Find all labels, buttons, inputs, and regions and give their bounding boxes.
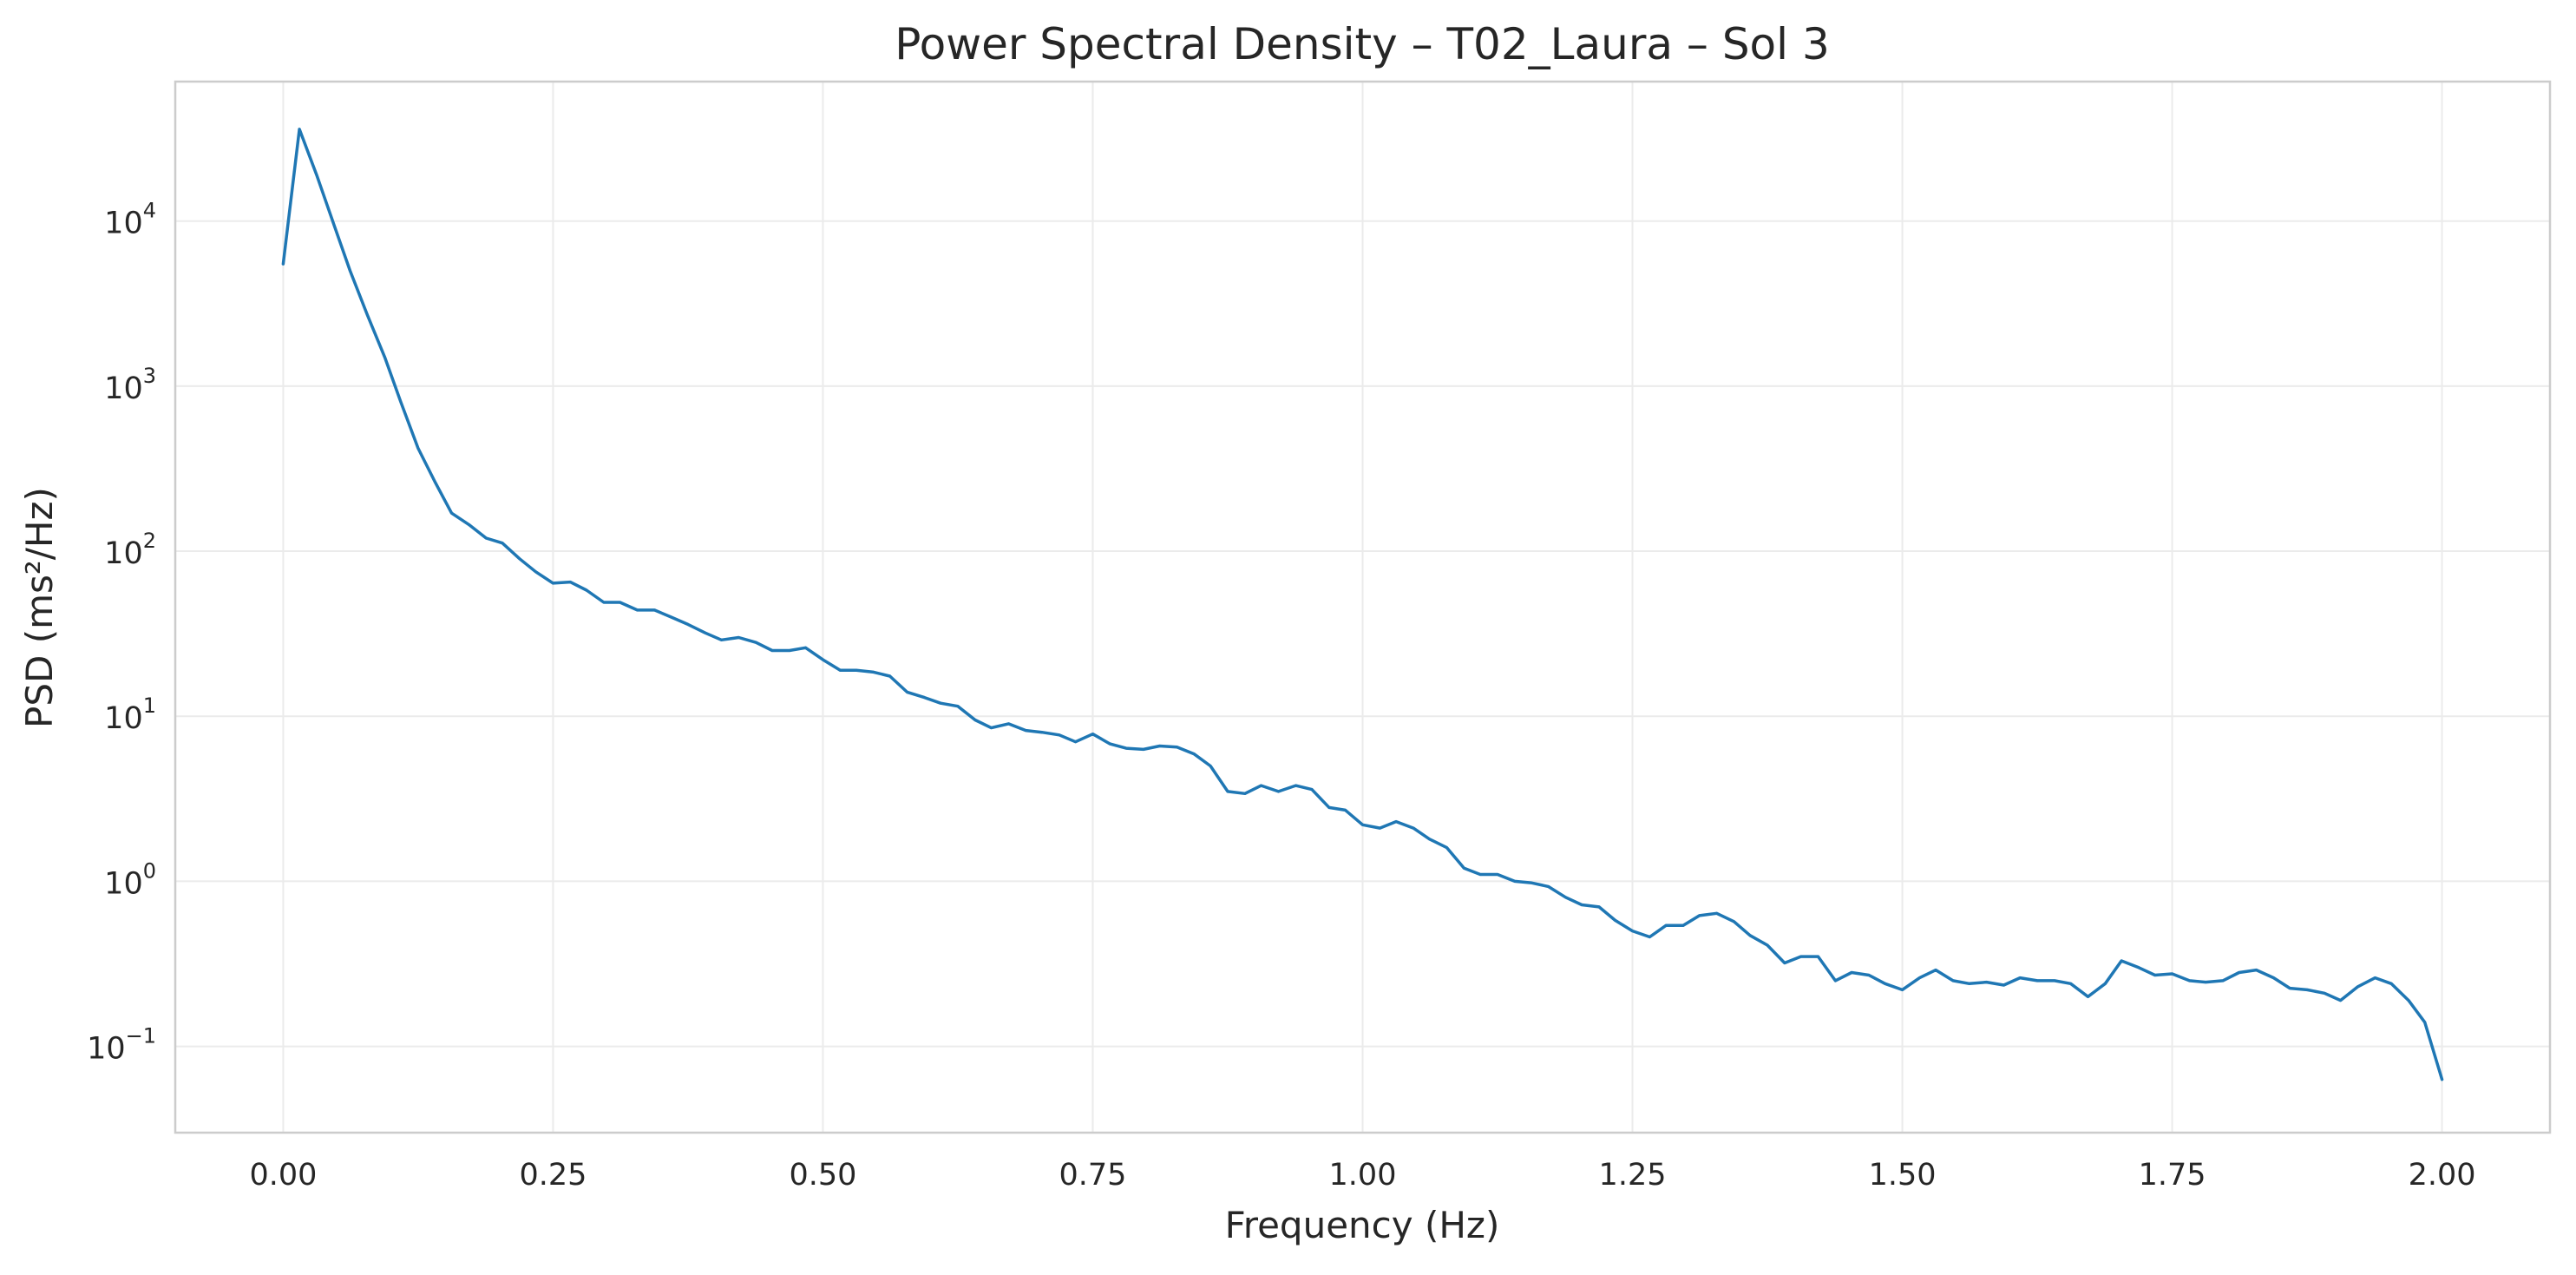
plot-frame <box>174 80 2552 1134</box>
plot-area <box>281 128 2444 1081</box>
x-tick-label: 0.00 <box>249 1158 317 1193</box>
grid <box>175 82 2550 1133</box>
x-tick-label: 0.25 <box>519 1158 587 1193</box>
x-tick-label: 0.75 <box>1059 1158 1127 1193</box>
y-tick-label: 104 <box>104 199 156 241</box>
x-tick-label: 1.00 <box>1329 1158 1397 1193</box>
y-tick-label: 100 <box>104 858 156 901</box>
x-axis-label: Frequency (Hz) <box>1225 1204 1500 1246</box>
y-axis-label: PSD (ms²/Hz) <box>18 487 61 728</box>
x-tick-label: 0.50 <box>789 1158 856 1193</box>
x-tick-label: 1.75 <box>2139 1158 2206 1193</box>
y-tick-labels: 10−1 100 101 102 103 104 <box>87 199 156 1067</box>
y-tick-label: 101 <box>104 693 156 736</box>
x-tick-label: 1.25 <box>1599 1158 1667 1193</box>
chart-title: Power Spectral Density – T02_Laura – Sol… <box>895 19 1830 69</box>
y-tick-label: 10−1 <box>87 1024 156 1067</box>
x-tick-label: 2.00 <box>2409 1158 2476 1193</box>
psd-series-line <box>281 128 2444 1081</box>
x-tick-labels: 0.00 0.25 0.50 0.75 1.00 1.25 1.50 1.75 2.00 <box>249 1158 2475 1193</box>
y-tick-label: 103 <box>104 364 156 406</box>
y-tick-label: 102 <box>104 529 156 571</box>
x-tick-label: 1.50 <box>1869 1158 1937 1193</box>
